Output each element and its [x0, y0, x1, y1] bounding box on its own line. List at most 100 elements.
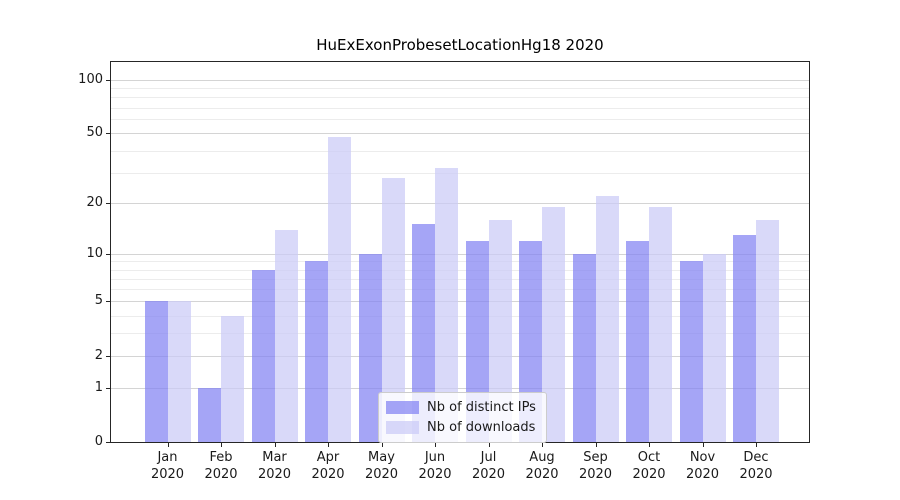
xtick-month: Oct — [637, 450, 661, 465]
gridline-major-100 — [111, 79, 809, 81]
ytick-mark-100 — [106, 79, 110, 81]
bar-distinct-ips-may — [358, 253, 382, 442]
xtick-year: 2020 — [311, 467, 345, 482]
xtick-label-jun: Jun 2020 — [400, 449, 470, 483]
xtick-label-oct: Oct 2020 — [614, 449, 684, 483]
gridline-minor-7 — [111, 278, 809, 280]
gridline-major-50 — [111, 133, 809, 135]
xtick-month: Sep — [583, 450, 608, 465]
xtick-label-feb: Feb 2020 — [186, 449, 256, 483]
ytick-mark-1 — [106, 387, 110, 389]
xtick-month: May — [368, 450, 395, 465]
xtick-label-sep: Sep 2020 — [561, 449, 631, 483]
xtick-mark-feb — [221, 443, 222, 447]
xtick-mark-jan — [167, 443, 169, 447]
gridline-minor-6 — [111, 289, 809, 291]
xtick-mark-sep — [595, 443, 597, 447]
xtick-month: Jul — [480, 450, 497, 465]
xtick-mark-nov — [702, 443, 704, 447]
ytick-mark-20 — [106, 203, 110, 205]
bar-downloads-apr — [328, 136, 351, 442]
chart-title: HuExExonProbesetLocationHg18 2020 — [316, 36, 604, 54]
bar-distinct-ips-dec — [733, 234, 756, 442]
legend: Nb of distinct IPs Nb of downloads — [378, 392, 547, 443]
ytick-label-10: 10 — [86, 245, 103, 261]
ytick-mark-5 — [106, 301, 110, 303]
bar-downloads-feb — [221, 315, 244, 442]
xtick-month: Aug — [529, 450, 555, 465]
bar-distinct-ips-jun — [412, 224, 435, 442]
gridline-major-1 — [111, 387, 809, 389]
xtick-year: 2020 — [257, 467, 292, 482]
legend-entry-downloads: Nb of downloads — [386, 417, 536, 437]
bar-downloads-sep — [595, 195, 619, 442]
ytick-mark-10 — [106, 253, 110, 255]
legend-swatch-downloads — [386, 420, 419, 434]
xtick-year: 2020 — [471, 467, 506, 482]
xtick-year: 2020 — [578, 467, 613, 482]
ytick-label-5: 5 — [94, 293, 103, 309]
xtick-label-aug: Aug 2020 — [507, 449, 577, 483]
bar-downloads-oct — [649, 206, 672, 442]
bar-downloads-may — [381, 177, 405, 442]
xtick-mark-dec — [756, 443, 757, 447]
bar-distinct-ips-apr — [305, 261, 328, 442]
gridline-minor-70 — [111, 107, 809, 109]
xtick-year: 2020 — [685, 467, 720, 482]
xtick-label-apr: Apr 2020 — [293, 449, 363, 483]
gridline-minor-9 — [111, 261, 809, 263]
gridline-minor-8 — [111, 269, 809, 271]
xtick-mark-apr — [328, 443, 329, 447]
xtick-year: 2020 — [204, 467, 238, 482]
gridline-minor-3 — [111, 333, 809, 335]
xtick-label-nov: Nov 2020 — [668, 449, 738, 483]
bar-downloads-mar — [274, 229, 298, 442]
ytick-mark-2 — [106, 355, 110, 357]
ytick-mark-0 — [106, 442, 110, 443]
bar-downloads-nov — [702, 253, 726, 442]
xtick-year: 2020 — [418, 467, 452, 482]
gridline-major-5 — [111, 301, 809, 303]
legend-entry-distinct-ips: Nb of distinct IPs — [386, 397, 536, 417]
gridline-minor-90 — [111, 88, 809, 89]
bar-downloads-aug — [542, 206, 565, 442]
gridline-minor-60 — [111, 119, 809, 121]
xtick-month: Dec — [743, 450, 769, 465]
legend-label-distinct-ips: Nb of distinct IPs — [427, 399, 536, 415]
bar-distinct-ips-jul — [465, 240, 489, 442]
ytick-mark-50 — [106, 133, 110, 135]
gridline-minor-4 — [111, 315, 809, 317]
xtick-month: Jan — [157, 450, 178, 465]
xtick-month: Jun — [424, 450, 446, 465]
xtick-year: 2020 — [632, 467, 666, 482]
xtick-label-mar: Mar 2020 — [240, 449, 310, 483]
xtick-mark-jul — [488, 443, 490, 447]
xtick-month: Mar — [262, 450, 287, 465]
xtick-year: 2020 — [739, 467, 773, 482]
xtick-mark-oct — [649, 443, 650, 447]
ytick-label-2: 2 — [94, 347, 103, 363]
xtick-month: Apr — [316, 450, 340, 465]
bar-distinct-ips-aug — [519, 240, 542, 442]
ytick-label-50: 50 — [86, 125, 103, 141]
bar-distinct-ips-sep — [572, 253, 596, 442]
ytick-label-1: 1 — [94, 379, 103, 395]
legend-swatch-distinct-ips — [386, 400, 419, 414]
bar-distinct-ips-oct — [626, 240, 649, 442]
xtick-label-jan: Jan 2020 — [133, 449, 203, 483]
gridline-major-10 — [111, 253, 809, 255]
xtick-mark-aug — [542, 443, 543, 447]
bar-downloads-jun — [435, 167, 458, 442]
gridline-minor-40 — [111, 150, 809, 152]
gridline-major-2 — [111, 355, 809, 357]
bar-distinct-ips-jan — [144, 301, 168, 442]
ytick-label-0: 0 — [94, 434, 103, 449]
gridline-major-20 — [111, 203, 809, 205]
bar-downloads-jan — [167, 301, 191, 442]
bar-downloads-dec — [756, 219, 779, 442]
xtick-label-jul: Jul 2020 — [454, 449, 524, 483]
xtick-month: Feb — [209, 450, 233, 465]
xtick-mark-jun — [435, 443, 436, 447]
xtick-month: Nov — [689, 450, 716, 465]
